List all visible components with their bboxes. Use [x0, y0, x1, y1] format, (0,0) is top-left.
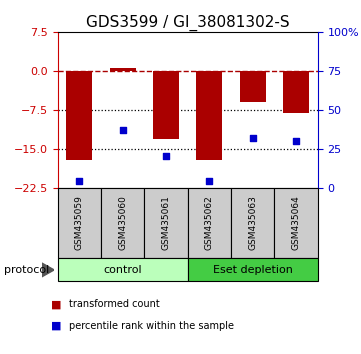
- Bar: [240, 71, 266, 102]
- Bar: [153, 71, 179, 139]
- Point: [77, 178, 82, 184]
- Polygon shape: [42, 263, 54, 277]
- Text: GSM435064: GSM435064: [292, 196, 300, 250]
- Text: control: control: [104, 265, 142, 275]
- Bar: [66, 71, 92, 160]
- Text: protocol: protocol: [4, 265, 49, 275]
- Point: [206, 178, 212, 184]
- Text: GSM435063: GSM435063: [248, 195, 257, 251]
- Text: GSM435059: GSM435059: [75, 195, 84, 251]
- Bar: [283, 71, 309, 113]
- Point: [163, 154, 169, 159]
- Bar: [110, 68, 136, 71]
- Text: percentile rank within the sample: percentile rank within the sample: [69, 321, 234, 331]
- Text: ■: ■: [51, 299, 61, 309]
- Point: [293, 138, 299, 144]
- Point: [250, 135, 256, 141]
- Text: Eset depletion: Eset depletion: [213, 265, 293, 275]
- Text: GSM435061: GSM435061: [162, 195, 170, 251]
- Text: transformed count: transformed count: [69, 299, 159, 309]
- Point: [120, 127, 126, 133]
- Title: GDS3599 / GI_38081302-S: GDS3599 / GI_38081302-S: [86, 14, 290, 30]
- Text: ■: ■: [51, 321, 61, 331]
- Text: GSM435062: GSM435062: [205, 196, 214, 250]
- Bar: [196, 71, 222, 160]
- Text: GSM435060: GSM435060: [118, 195, 127, 251]
